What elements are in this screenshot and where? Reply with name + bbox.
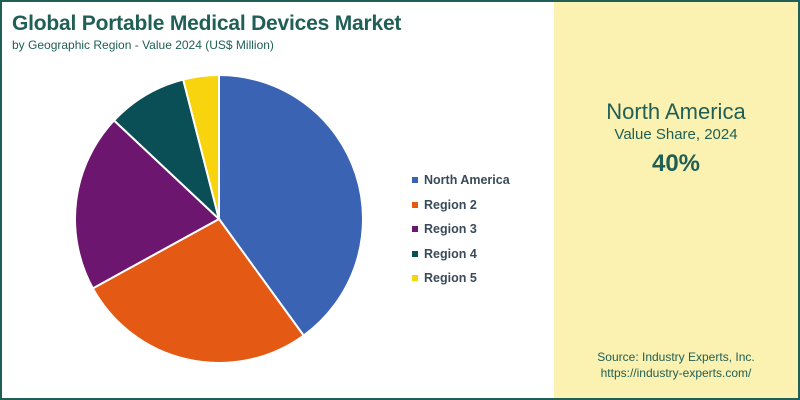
legend-item-region-2: Region 2	[412, 193, 510, 218]
legend-item-region-4: Region 4	[412, 242, 510, 267]
legend-item-region-3: Region 3	[412, 217, 510, 242]
chart-title: Global Portable Medical Devices Market	[12, 12, 402, 35]
highlight-label: Value Share, 2024	[614, 126, 738, 143]
pie-slice-region-5	[181, 73, 220, 220]
legend-swatch	[412, 226, 418, 233]
pie-slice-region-2	[91, 217, 306, 364]
legend-swatch	[412, 201, 418, 208]
legend-label: Region 2	[424, 197, 477, 212]
highlight-value: 40%	[651, 150, 701, 177]
legend-swatch	[412, 177, 418, 184]
legend-item-region-5: Region 5	[412, 266, 510, 291]
pie-slice-region-3	[74, 119, 221, 290]
legend-label: North America	[424, 173, 510, 188]
legend-label: Region 4	[424, 246, 477, 261]
pie-slices	[74, 73, 364, 364]
pie-slice-region-4	[112, 78, 221, 223]
legend-label: Region 3	[424, 222, 477, 237]
chart-legend: North America Region 2 Region 3 Region 4 Reg…	[412, 168, 510, 291]
source-line: Source: Industry Experts, Inc.	[597, 350, 755, 364]
legend-swatch	[412, 275, 418, 282]
highlight-region: North America	[606, 99, 746, 124]
pie-slice-north-america	[218, 73, 364, 337]
legend-item-north-america: North America	[412, 168, 510, 193]
legend-label: Region 5	[424, 271, 477, 286]
legend-swatch	[412, 250, 418, 257]
side-panel: North America Value Share, 2024 40% Sour…	[554, 2, 798, 398]
pie-chart	[74, 73, 364, 364]
source-note: Source: Industry Experts, Inc. https://i…	[554, 349, 798, 381]
chart-subtitle: by Geographic Region - Value 2024 (US$ M…	[12, 38, 274, 52]
source-url: https://industry-experts.com/	[600, 366, 752, 380]
